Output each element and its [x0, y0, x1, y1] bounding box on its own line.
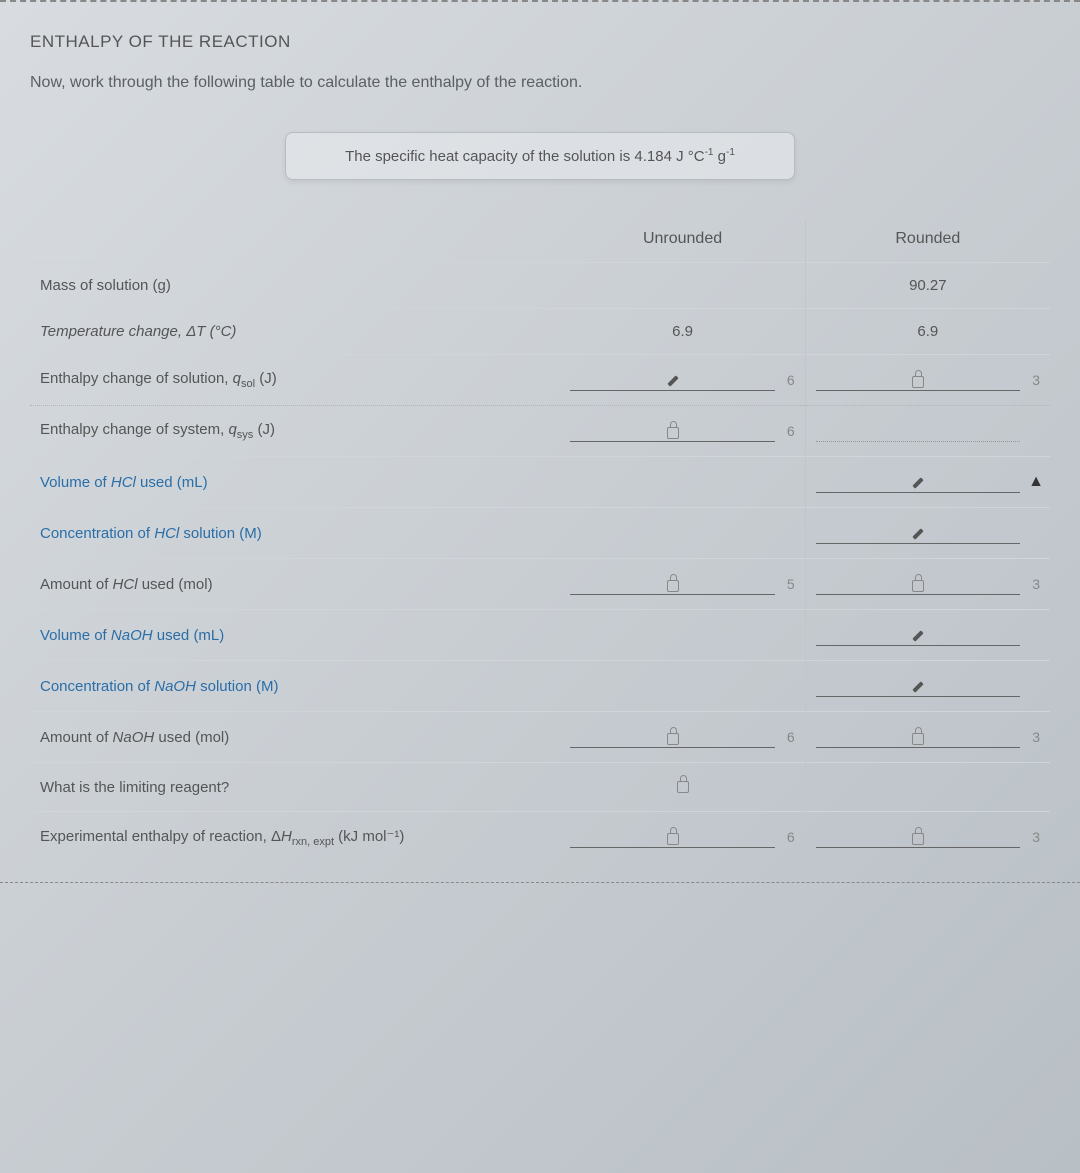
concnaoh-input[interactable] — [816, 675, 1020, 697]
volnaoh-unr — [560, 610, 805, 661]
lock-icon — [667, 427, 679, 439]
label-amt-hcl: Amount of HCl used (mol) — [30, 559, 560, 610]
row-vol-naoh: Volume of NaOH used (mL) — [30, 610, 1050, 661]
lock-icon — [667, 580, 679, 592]
qsys-unrounded: 6 — [560, 406, 805, 457]
qsol-unrounded[interactable]: 6 — [560, 355, 805, 406]
row-conc-hcl: Concentration of HCl solution (M) — [30, 508, 1050, 559]
deltaH-unr: 6 — [560, 812, 805, 863]
worksheet-page: ENTHALPY OF THE REACTION Now, work throu… — [0, 0, 1080, 883]
volhcl-unr — [560, 457, 805, 508]
label-conc-hcl: Concentration of HCl solution (M) — [30, 508, 560, 559]
volhcl-rnd[interactable]: ▲ — [805, 457, 1050, 508]
pencil-icon — [911, 629, 925, 643]
amtnaoh-unr-sf: 6 — [781, 729, 795, 745]
label-limiting: What is the limiting reagent? — [30, 763, 560, 812]
row-limiting: What is the limiting reagent? — [30, 763, 1050, 812]
amtnaoh-unr: 6 — [560, 712, 805, 763]
instruction-text: Now, work through the following table to… — [30, 74, 1050, 92]
enthalpy-table: Unrounded Rounded Mass of solution (g) 9… — [30, 220, 1050, 862]
volnaoh-rnd[interactable] — [805, 610, 1050, 661]
warning-icon: ▲ — [1028, 473, 1044, 491]
amtnaoh-rnd-sf: 3 — [1026, 729, 1040, 745]
deltaH-unr-sf: 6 — [781, 829, 795, 845]
row-amt-hcl: Amount of HCl used (mol) 5 3 — [30, 559, 1050, 610]
deltaH-unr-lock — [570, 826, 774, 848]
label-deltaT: Temperature change, ΔT (°C) — [30, 309, 560, 355]
lock-icon — [912, 833, 924, 845]
qsol-rnd-sf: 3 — [1026, 372, 1040, 388]
specific-heat-callout: The specific heat capacity of the soluti… — [285, 132, 795, 180]
deltaT-rounded: 6.9 — [805, 309, 1050, 355]
qsys-unr-sf: 6 — [781, 423, 795, 439]
concnaoh-rnd[interactable] — [805, 661, 1050, 712]
lock-icon — [677, 781, 689, 793]
row-conc-naoh: Concentration of NaOH solution (M) — [30, 661, 1050, 712]
row-qsys: Enthalpy change of system, qsys (J) 6 — [30, 406, 1050, 457]
deltaH-rnd-lock — [816, 826, 1020, 848]
lock-icon — [912, 376, 924, 388]
amthcl-unr: 5 — [560, 559, 805, 610]
lock-icon — [667, 833, 679, 845]
qsol-rounded[interactable]: 3 — [805, 355, 1050, 406]
qsys-rnd-empty — [816, 420, 1020, 442]
lock-icon — [912, 580, 924, 592]
row-vol-hcl: Volume of HCl used (mL) ▲ — [30, 457, 1050, 508]
amtnaoh-rnd-lock — [816, 726, 1020, 748]
col-label — [30, 220, 560, 263]
qsol-unr-sf: 6 — [781, 372, 795, 388]
callout-unit: g — [718, 148, 726, 165]
label-qsol: Enthalpy change of solution, qsol (J) — [30, 355, 560, 406]
conchcl-unr — [560, 508, 805, 559]
qsys-unr-lock — [570, 420, 774, 442]
lock-icon — [912, 733, 924, 745]
label-vol-hcl: Volume of HCl used (mL) — [30, 457, 560, 508]
pencil-icon — [911, 680, 925, 694]
mass-rounded: 90.27 — [805, 263, 1050, 309]
volnaoh-input[interactable] — [816, 624, 1020, 646]
amthcl-rnd: 3 — [805, 559, 1050, 610]
qsol-unrounded-input[interactable] — [570, 369, 774, 391]
pencil-icon — [911, 476, 925, 490]
callout-exp1: -1 — [705, 147, 714, 158]
pencil-icon — [666, 374, 680, 388]
amthcl-rnd-lock — [816, 573, 1020, 595]
callout-value: 4.184 J °C — [634, 148, 704, 165]
label-vol-naoh: Volume of NaOH used (mL) — [30, 610, 560, 661]
pencil-icon — [911, 527, 925, 541]
concnaoh-unr — [560, 661, 805, 712]
amtnaoh-unr-lock — [570, 726, 774, 748]
label-amt-naoh: Amount of NaOH used (mol) — [30, 712, 560, 763]
row-mass: Mass of solution (g) 90.27 — [30, 263, 1050, 309]
col-unrounded: Unrounded — [560, 220, 805, 263]
row-deltaT: Temperature change, ΔT (°C) 6.9 6.9 — [30, 309, 1050, 355]
label-qsys: Enthalpy change of system, qsys (J) — [30, 406, 560, 457]
label-mass: Mass of solution (g) — [30, 263, 560, 309]
qsol-rounded-input[interactable] — [816, 369, 1020, 391]
row-qsol: Enthalpy change of solution, qsol (J) 6 … — [30, 355, 1050, 406]
row-amt-naoh: Amount of NaOH used (mol) 6 3 — [30, 712, 1050, 763]
deltaH-rnd: 3 — [805, 812, 1050, 863]
mass-unrounded — [560, 263, 805, 309]
amtnaoh-rnd: 3 — [805, 712, 1050, 763]
callout-prefix: The specific heat capacity of the soluti… — [345, 148, 634, 165]
amthcl-unr-lock — [570, 573, 774, 595]
amthcl-rnd-sf: 3 — [1026, 576, 1040, 592]
limiting-rnd — [805, 763, 1050, 812]
volhcl-input[interactable] — [816, 471, 1020, 493]
label-deltaH: Experimental enthalpy of reaction, ΔHrxn… — [30, 812, 560, 863]
amthcl-unr-sf: 5 — [781, 576, 795, 592]
limiting-unr — [560, 763, 805, 812]
label-conc-naoh: Concentration of NaOH solution (M) — [30, 661, 560, 712]
deltaT-unrounded: 6.9 — [560, 309, 805, 355]
conchcl-rnd[interactable] — [805, 508, 1050, 559]
section-title: ENTHALPY OF THE REACTION — [30, 32, 1050, 52]
deltaH-rnd-sf: 3 — [1026, 829, 1040, 845]
conchcl-input[interactable] — [816, 522, 1020, 544]
row-deltaH: Experimental enthalpy of reaction, ΔHrxn… — [30, 812, 1050, 863]
qsys-rounded — [805, 406, 1050, 457]
col-rounded: Rounded — [805, 220, 1050, 263]
lock-icon — [667, 733, 679, 745]
callout-exp2: -1 — [726, 147, 735, 158]
